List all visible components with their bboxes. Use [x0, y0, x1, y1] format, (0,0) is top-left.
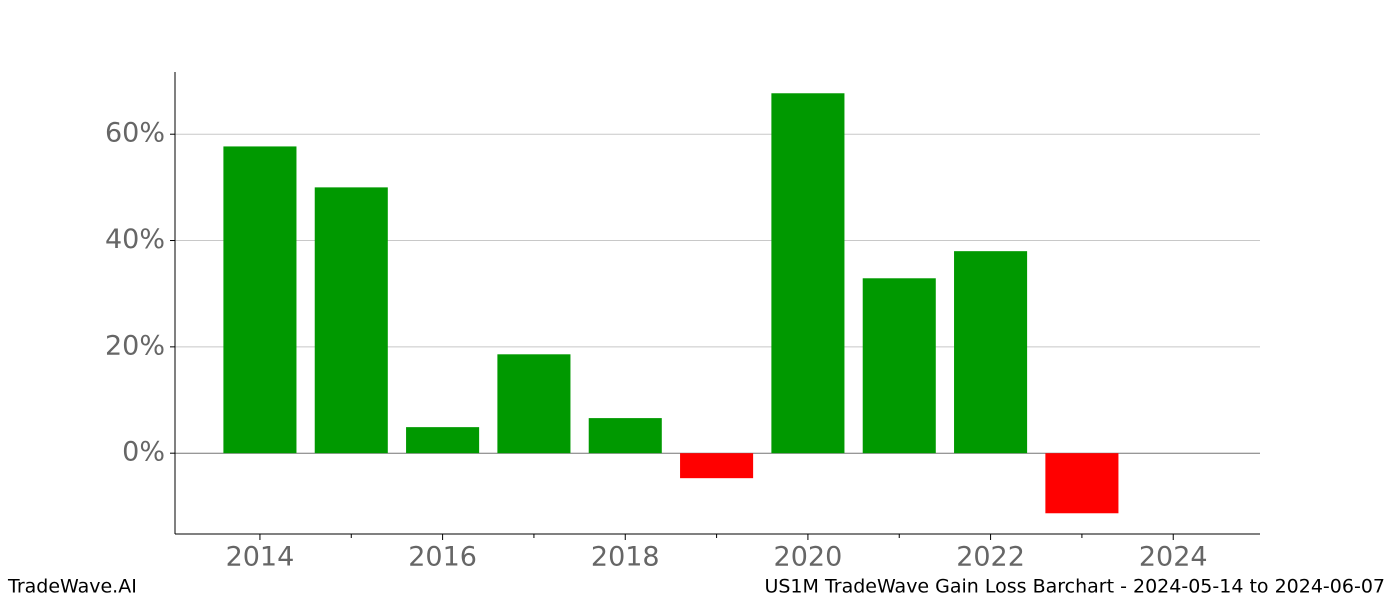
bar [314, 187, 388, 454]
bar [1045, 453, 1119, 514]
y-tick-label: 60% [105, 118, 165, 149]
x-tick-label: 2014 [226, 542, 295, 573]
y-tick-label: 0% [122, 437, 165, 468]
bar [862, 278, 936, 454]
x-tick-label: 2024 [1139, 542, 1208, 573]
x-tick-label: 2016 [408, 542, 477, 573]
bar [588, 418, 662, 454]
watermark: TradeWave.AI [7, 576, 137, 598]
y-tick-label: 20% [105, 330, 165, 361]
x-tick-label: 2020 [774, 542, 843, 573]
chart-title: US1M TradeWave Gain Loss Barchart - 2024… [764, 576, 1385, 598]
bar [223, 146, 297, 454]
bar [497, 354, 571, 454]
x-tick-label: 2018 [591, 542, 660, 573]
bar [680, 453, 754, 479]
bar [771, 93, 845, 454]
y-tick-label: 40% [105, 224, 165, 255]
bar [406, 427, 480, 454]
bar [954, 251, 1028, 454]
x-tick-label: 2022 [956, 542, 1025, 573]
